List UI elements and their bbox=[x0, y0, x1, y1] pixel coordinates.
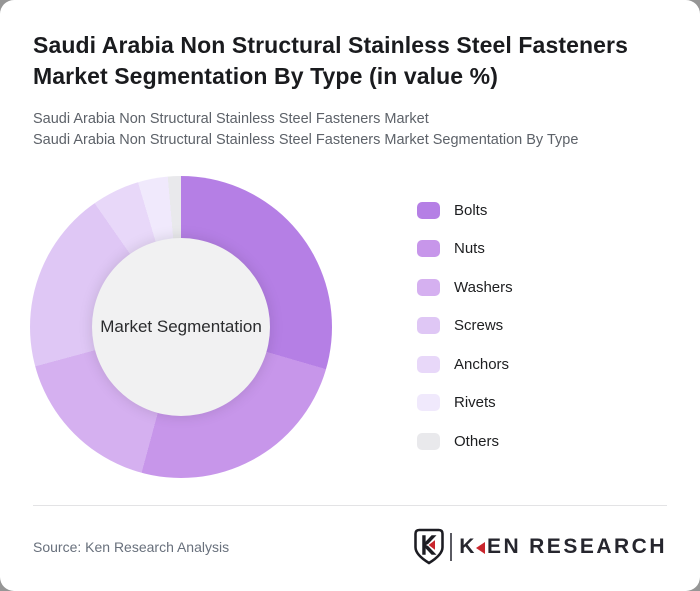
legend-swatch-nuts bbox=[417, 240, 440, 258]
logo-red-triangle-icon bbox=[475, 541, 485, 554]
legend-item-nuts: Nuts bbox=[417, 240, 513, 258]
donut-chart: Market Segmentation bbox=[30, 176, 332, 479]
logo-word-k: K bbox=[459, 534, 477, 558]
logo-wordmark: K EN RESEARCH bbox=[459, 535, 667, 559]
donut-center: Market Segmentation bbox=[92, 238, 270, 417]
legend-label-nuts: Nuts bbox=[454, 240, 485, 258]
legend-label-bolts: Bolts bbox=[454, 201, 488, 219]
logo-word-en: EN bbox=[486, 534, 522, 558]
legend-swatch-screws bbox=[417, 317, 440, 335]
legend-item-rivets: Rivets bbox=[417, 394, 513, 412]
legend-label-screws: Screws bbox=[454, 317, 504, 335]
page-title: Saudi Arabia Non Structural Stainless St… bbox=[33, 32, 628, 90]
legend-label-rivets: Rivets bbox=[454, 394, 496, 412]
legend-item-screws: Screws bbox=[417, 317, 513, 335]
chart-area: Market Segmentation Bolts Nuts Washers bbox=[30, 176, 667, 479]
legend-label-others: Others bbox=[454, 432, 500, 450]
shield-k-icon bbox=[414, 528, 445, 565]
donut-center-label: Market Segmentation bbox=[100, 317, 262, 337]
subtitle-block: Saudi Arabia Non Structural Stainless St… bbox=[33, 109, 667, 150]
logo-word-research: RESEARCH bbox=[529, 534, 667, 558]
source-text: Source: Ken Research Analysis bbox=[33, 538, 230, 555]
subtitle-line-2: Saudi Arabia Non Structural Stainless St… bbox=[33, 131, 579, 148]
legend-label-washers: Washers bbox=[454, 278, 513, 296]
legend-swatch-rivets bbox=[417, 394, 440, 412]
subtitle-line-1: Saudi Arabia Non Structural Stainless St… bbox=[33, 111, 429, 128]
legend-swatch-anchors bbox=[417, 355, 440, 373]
legend-label-anchors: Anchors bbox=[454, 355, 510, 373]
ken-research-logo: K EN RESEARCH bbox=[414, 528, 667, 565]
legend-swatch-bolts bbox=[417, 201, 440, 219]
legend-item-anchors: Anchors bbox=[417, 355, 513, 373]
footer: Source: Ken Research Analysis K EN RESEA… bbox=[33, 505, 667, 591]
legend-item-bolts: Bolts bbox=[417, 201, 513, 219]
legend-swatch-washers bbox=[417, 278, 440, 296]
chart-legend: Bolts Nuts Washers Screws Anchors bbox=[417, 201, 513, 471]
legend-item-others: Others bbox=[417, 432, 513, 450]
legend-swatch-others bbox=[417, 432, 440, 450]
legend-item-washers: Washers bbox=[417, 278, 513, 296]
footer-divider bbox=[33, 505, 667, 506]
logo-separator bbox=[450, 532, 453, 561]
